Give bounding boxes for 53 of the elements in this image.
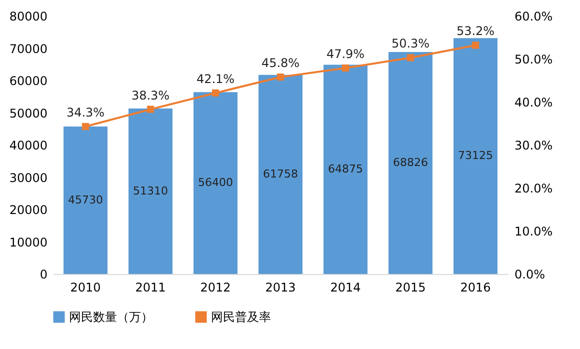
bar: [258, 74, 302, 274]
y-tick-label: 60000: [9, 74, 48, 88]
x-tick-label: 2011: [135, 280, 166, 294]
point: [472, 42, 480, 49]
y-tick-label: 20000: [9, 203, 48, 217]
bar: [64, 126, 108, 274]
y-tick-label: 50000: [9, 106, 48, 120]
point: [342, 64, 350, 72]
y-tick-label: 10000: [9, 235, 48, 250]
x-tick-label: 2015: [395, 280, 426, 294]
point: [146, 106, 154, 113]
point: [212, 89, 220, 97]
data-label: 45730: [68, 193, 103, 206]
y2-tick-label: 40.0%: [514, 96, 553, 110]
point: [82, 122, 90, 130]
y-tick-label: 80000: [9, 10, 48, 24]
data-label: 56400: [198, 176, 233, 190]
data-label: 45.8%: [261, 56, 300, 70]
y2-tick-label: 10.0%: [514, 224, 553, 238]
point: [406, 54, 414, 62]
y2-tick-label: 30.0%: [514, 138, 553, 152]
data-label: 42.1%: [196, 72, 235, 86]
x-tick-label: 2014: [330, 280, 361, 294]
bar: [454, 38, 498, 274]
data-label: 47.9%: [326, 47, 365, 62]
data-label: 34.3%: [66, 106, 105, 120]
y2-tick-label: 20.0%: [514, 182, 553, 196]
y2-tick-label: 60.0%: [514, 10, 553, 24]
bar: [194, 92, 238, 274]
y2-tick-label: 50.0%: [514, 52, 553, 66]
data-label: 64875: [328, 162, 363, 176]
data-label: 53.2%: [456, 24, 495, 38]
y2-tick-label: 0.0%: [514, 268, 545, 282]
bar: [324, 64, 368, 274]
data-label: 68826: [393, 156, 428, 170]
y-tick-label: 0: [40, 268, 48, 282]
y-tick-label: 30000: [9, 170, 48, 185]
x-tick-label: 2016: [460, 280, 491, 294]
data-label: 50.3%: [391, 36, 430, 51]
legend-label: 网民数量（万）: [69, 310, 153, 324]
y-tick-label: 40000: [9, 138, 48, 152]
bar: [128, 108, 172, 274]
x-tick-label: 2012: [200, 280, 231, 294]
point: [276, 74, 284, 81]
x-tick-label: 2013: [265, 280, 296, 294]
data-label: 38.3%: [131, 88, 170, 102]
y-tick-label: 70000: [9, 42, 48, 56]
bar: [388, 52, 432, 274]
data-label: 73125: [458, 149, 493, 162]
data-label: 51310: [133, 184, 168, 198]
data-label: 61758: [263, 167, 298, 180]
x-tick-label: 2010: [70, 280, 101, 294]
legend-label: 网民普及率: [211, 310, 271, 324]
